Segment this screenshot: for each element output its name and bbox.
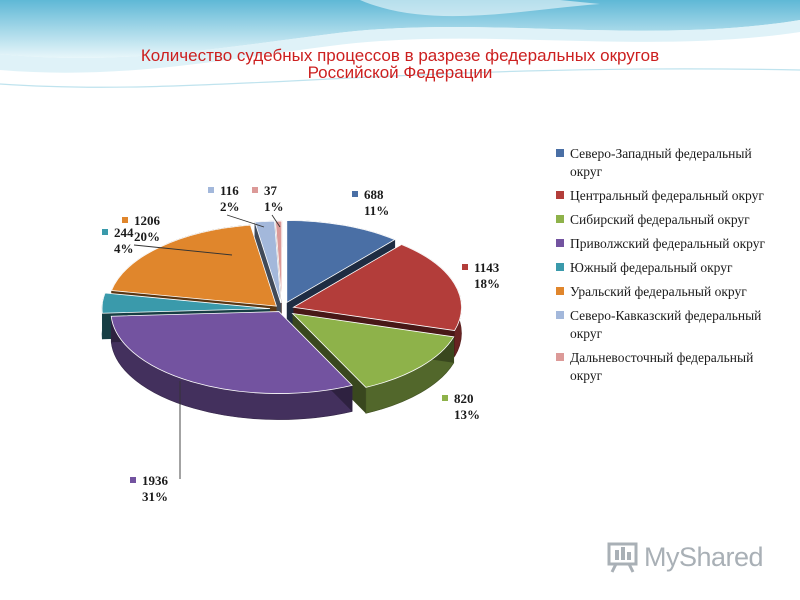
- legend-label-7: Северо-Кавказский федеральный округ: [570, 308, 762, 341]
- pie-slice-5: [101, 292, 271, 314]
- data-label-value-2: 1143: [474, 260, 500, 275]
- legend-item-7: Северо-Кавказский федеральный округ: [556, 307, 766, 343]
- data-label-marker-3: [442, 395, 448, 401]
- slide-title: Количество судебных процессов в разрезе …: [0, 47, 800, 81]
- legend-item-1: Северо-Западный федеральный округ: [556, 145, 766, 181]
- leader-line-5: [133, 244, 233, 256]
- watermark-text: MyShared: [644, 542, 764, 572]
- legend-swatch-4: [556, 239, 564, 247]
- pie-slice-7: [254, 220, 282, 304]
- data-label-percent-4: 31%: [142, 489, 168, 504]
- leader-line-7: [226, 214, 265, 228]
- data-label-marker-2: [462, 264, 468, 270]
- pie-slices: [101, 220, 462, 394]
- data-label-value-8: 37: [264, 183, 278, 198]
- data-label-value-5: 244: [114, 225, 134, 240]
- pie-slice-6: [110, 224, 278, 307]
- data-label-value-1: 688: [364, 187, 384, 202]
- legend-label-6: Уральский федеральный округ: [570, 284, 747, 299]
- data-label-marker-5: [102, 229, 108, 235]
- legend-swatch-1: [556, 149, 564, 157]
- label-leader-lines: [133, 214, 281, 479]
- legend-swatch-5: [556, 263, 564, 271]
- legend-item-8: Дальневосточный федеральный округ: [556, 349, 766, 385]
- legend-item-6: Уральский федеральный округ: [556, 283, 766, 301]
- data-label-marker-4: [130, 477, 136, 483]
- data-label-value-3: 820: [454, 391, 474, 406]
- legend-swatch-2: [556, 191, 564, 199]
- data-label-percent-7: 2%: [220, 199, 240, 214]
- data-label-marker-8: [252, 187, 258, 193]
- data-label-percent-5: 4%: [114, 241, 134, 256]
- data-label-marker-7: [208, 187, 214, 193]
- data-label-percent-8: 1%: [264, 199, 284, 214]
- legend-item-3: Сибирский федеральный округ: [556, 211, 766, 229]
- legend-label-3: Сибирский федеральный округ: [570, 212, 750, 227]
- legend-label-1: Северо-Западный федеральный округ: [570, 146, 752, 179]
- legend-label-5: Южный федеральный округ: [570, 260, 733, 275]
- watermark: MyShared: [606, 538, 776, 574]
- legend-item-2: Центральный федеральный округ: [556, 187, 766, 205]
- data-label-value-6: 1206: [134, 213, 161, 228]
- pie-slice-4: [110, 311, 353, 394]
- data-label-marker-1: [352, 191, 358, 197]
- data-label-percent-1: 11%: [364, 203, 389, 218]
- legend-label-2: Центральный федеральный округ: [570, 188, 764, 203]
- chart-panel: 688 11% 1143 18% 820 13% 1936 31% 244 4% 1206 20% 11…: [92, 117, 768, 531]
- pie-slice-3: [291, 312, 455, 388]
- slide-title-line-2: Российской Федерации: [307, 63, 493, 82]
- legend-label-4: Приволжский федеральный округ: [570, 236, 766, 251]
- legend-swatch-8: [556, 353, 564, 361]
- pie-slice-2: [292, 244, 462, 331]
- slide-title-line-1: Количество судебных процессов в разрезе …: [140, 46, 660, 65]
- leader-line-8: [271, 214, 281, 228]
- legend-item-4: Приволжский федеральный округ: [556, 235, 766, 253]
- data-label-marker-6: [122, 217, 128, 223]
- data-label-value-4: 1936: [142, 473, 169, 488]
- slide-header-decoration: [0, 0, 800, 100]
- legend-label-8: Дальневосточный федеральный округ: [570, 350, 754, 383]
- data-label-percent-2: 18%: [474, 276, 500, 291]
- presentation-board-icon: [607, 542, 638, 573]
- legend-swatch-3: [556, 215, 564, 223]
- chart-legend: Северо-Западный федеральный округ Централ…: [556, 145, 766, 391]
- data-label-percent-6: 20%: [134, 229, 160, 244]
- pie-slice-8: [275, 220, 283, 304]
- legend-swatch-7: [556, 311, 564, 319]
- legend-swatch-6: [556, 287, 564, 295]
- legend-item-5: Южный федеральный округ: [556, 259, 766, 277]
- data-label-percent-3: 13%: [454, 407, 480, 422]
- data-label-value-7: 116: [220, 183, 239, 198]
- pie-slice-1: [286, 220, 396, 304]
